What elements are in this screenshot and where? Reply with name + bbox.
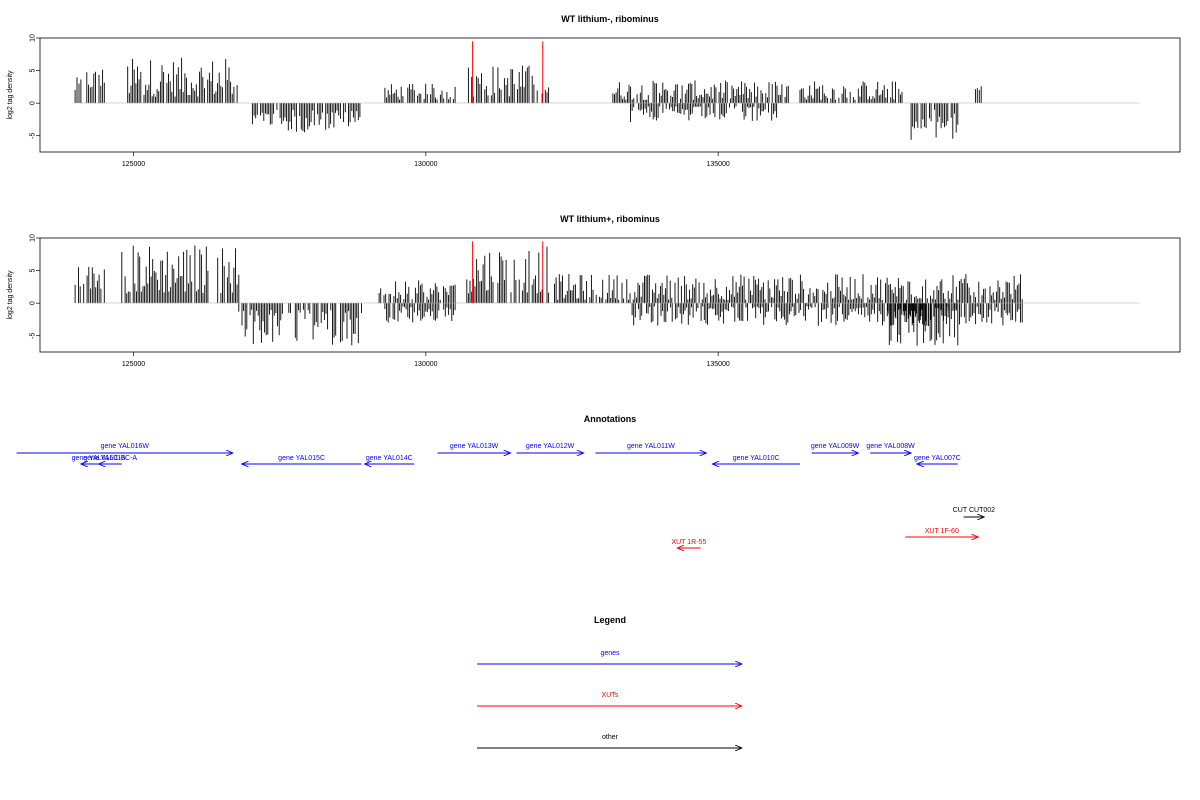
x-tick-label: 125000	[122, 361, 145, 368]
y-axis-label-1: log2 tag density	[7, 70, 14, 120]
annotation-label: gene YAL016C-B	[72, 455, 126, 462]
legend-label: XUTs	[602, 692, 619, 699]
plot-frame-2	[39, 237, 1181, 353]
y-tick-label: 10	[30, 234, 37, 242]
legend-title: Legend	[594, 615, 626, 625]
legend-label: other	[602, 734, 619, 741]
bars-2	[74, 245, 1023, 346]
annotation-label: gene YAL012W	[526, 443, 575, 450]
annotation-label: gene YAL016C-A	[83, 455, 137, 462]
y-tick-label: 0	[30, 301, 37, 305]
annotation-label: XUT 1R-55	[671, 539, 706, 546]
y-tick-label: 5	[30, 269, 37, 273]
annotation-label: gene YAL014C	[366, 455, 413, 462]
track-panel-2: WT lithium+, ribominus 10 5 0 -5 125000 1300…	[7, 214, 1181, 368]
annotation-label: gene YAL013W	[450, 443, 499, 450]
track-panel-1: WT lithium-, ribominus 10 5 0 -5 125000 1300…	[7, 14, 1181, 168]
y-axis-label-2: log2 tag density	[7, 270, 14, 320]
y-axis-1: 10 5 0 -5	[30, 34, 40, 139]
annotation-label: gene YAL015C	[278, 455, 325, 462]
track-title-1: WT lithium-, ribominus	[561, 14, 659, 24]
x-axis-2: 125000 130000 135000	[122, 352, 730, 368]
x-tick-label: 125000	[122, 161, 145, 168]
x-tick-label: 130000	[414, 361, 437, 368]
y-tick-label: -5	[30, 333, 37, 339]
track-title-2: WT lithium+, ribominus	[560, 214, 660, 224]
legend-items: genes XUTs other	[477, 650, 742, 748]
annotation-label: CUT CUT002	[953, 507, 995, 514]
annotation-label: gene YAL007C	[914, 455, 961, 462]
legend-panel: Legend genes XUTs other	[477, 615, 742, 748]
annotation-label: gene YAL011W	[627, 443, 675, 450]
annotations-title: Annotations	[584, 414, 637, 424]
y-tick-label: 5	[30, 69, 37, 73]
annotation-label: XUT 1F-60	[925, 528, 959, 535]
annotation-label: gene YAL008W	[866, 443, 915, 450]
plot-frame-1	[39, 37, 1181, 153]
legend-label: genes	[600, 650, 620, 657]
x-tick-label: 130000	[414, 161, 437, 168]
bars-1	[74, 57, 982, 140]
annotation-label: gene YAL010C	[733, 455, 780, 462]
x-tick-label: 135000	[706, 361, 729, 368]
highlight-lines-1	[472, 41, 544, 104]
y-axis-2: 10 5 0 -5	[30, 234, 40, 339]
annotation-label: gene YAL009W	[811, 443, 860, 450]
y-tick-label: 10	[30, 34, 37, 42]
x-tick-label: 135000	[706, 161, 729, 168]
x-axis-1: 125000 130000 135000	[122, 152, 730, 168]
y-tick-label: 0	[30, 101, 37, 105]
y-tick-label: -5	[30, 133, 37, 139]
annotation-label: gene YAL016W	[101, 443, 150, 450]
highlight-lines-2	[472, 241, 544, 304]
